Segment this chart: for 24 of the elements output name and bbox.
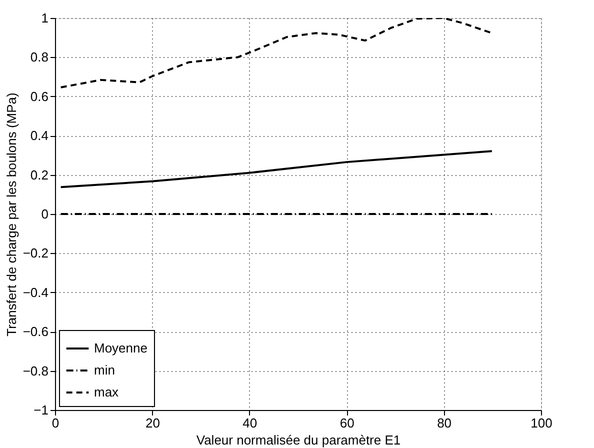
y-tick-label: 0.8: [30, 50, 48, 65]
x-tick-label: 80: [437, 416, 452, 430]
line-series: [60, 150, 493, 188]
x-tick-label: 40: [242, 416, 258, 430]
y-tick-label: 0.4: [30, 128, 48, 144]
x-tick-label: 60: [340, 416, 354, 430]
x-axis-title: Valeur normalisée du paramètre E1: [196, 432, 401, 448]
legend-label: min: [94, 362, 115, 378]
legend-label: max: [94, 384, 120, 400]
x-tick-label: 0: [52, 416, 60, 430]
x-tick-label: 100: [530, 416, 552, 430]
y-tick-label: 0: [41, 206, 48, 222]
y-tick-label: 0.6: [30, 88, 48, 104]
y-tick-label: 1: [41, 10, 48, 26]
y-tick-label: 0.2: [30, 167, 48, 182]
y-tick-label: −0.6: [22, 324, 48, 340]
y-tick-label: −0.2: [22, 246, 48, 261]
line-series: [60, 18, 493, 88]
legend-label: Moyenne: [94, 340, 148, 356]
x-tick-label: 20: [145, 416, 160, 430]
y-tick-label: −0.8: [22, 363, 48, 378]
y-tick-label: −1: [34, 402, 48, 418]
y-tick-label: −0.4: [22, 284, 48, 300]
y-axis-title: Transfert de charge par les boulons (MPa): [4, 92, 19, 336]
